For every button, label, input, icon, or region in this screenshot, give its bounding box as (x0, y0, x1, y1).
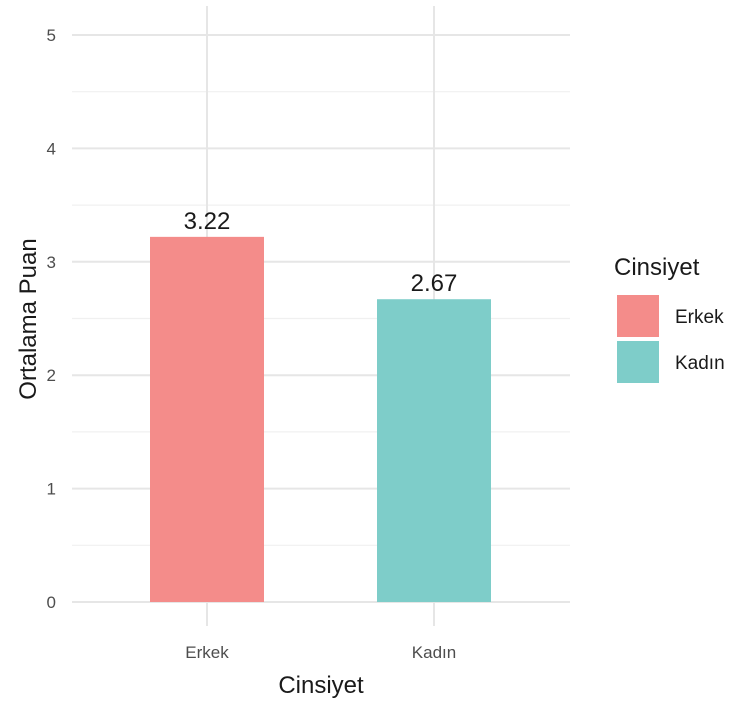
bar-value-label: 2.67 (411, 270, 458, 297)
x-axis-tick-labels: Erkek Kadın (185, 643, 456, 662)
minor-gridlines (72, 91, 570, 546)
major-gridlines (72, 6, 570, 626)
bars (150, 236, 491, 603)
legend-items: Erkek Kadın (617, 295, 725, 383)
y-axis-tick-labels: 0 1 2 3 4 5 (47, 26, 56, 612)
x-tick-label: Kadın (412, 643, 456, 662)
x-axis-title: Cinsiyet (278, 672, 364, 699)
legend-title: Cinsiyet (614, 254, 700, 281)
y-tick-label: 3 (47, 253, 56, 272)
bar-value-label: 3.22 (184, 208, 231, 235)
legend-swatch-kadın (617, 341, 659, 383)
legend-label: Erkek (675, 307, 724, 328)
y-tick-label: 0 (47, 593, 56, 612)
legend: Cinsiyet Erkek Kadın (614, 254, 725, 383)
y-tick-label: 4 (47, 139, 56, 158)
x-tick-label: Erkek (185, 643, 229, 662)
bar-erkek (150, 236, 264, 603)
bar-value-labels: 3.22 2.67 (184, 208, 458, 297)
bar-kadın (377, 299, 491, 602)
legend-label: Kadın (675, 353, 725, 374)
y-tick-label: 2 (47, 366, 56, 385)
legend-swatch-erkek (617, 295, 659, 337)
y-tick-label: 1 (47, 480, 56, 499)
y-tick-label: 5 (47, 26, 56, 45)
y-axis-title: Ortalama Puan (15, 238, 42, 399)
